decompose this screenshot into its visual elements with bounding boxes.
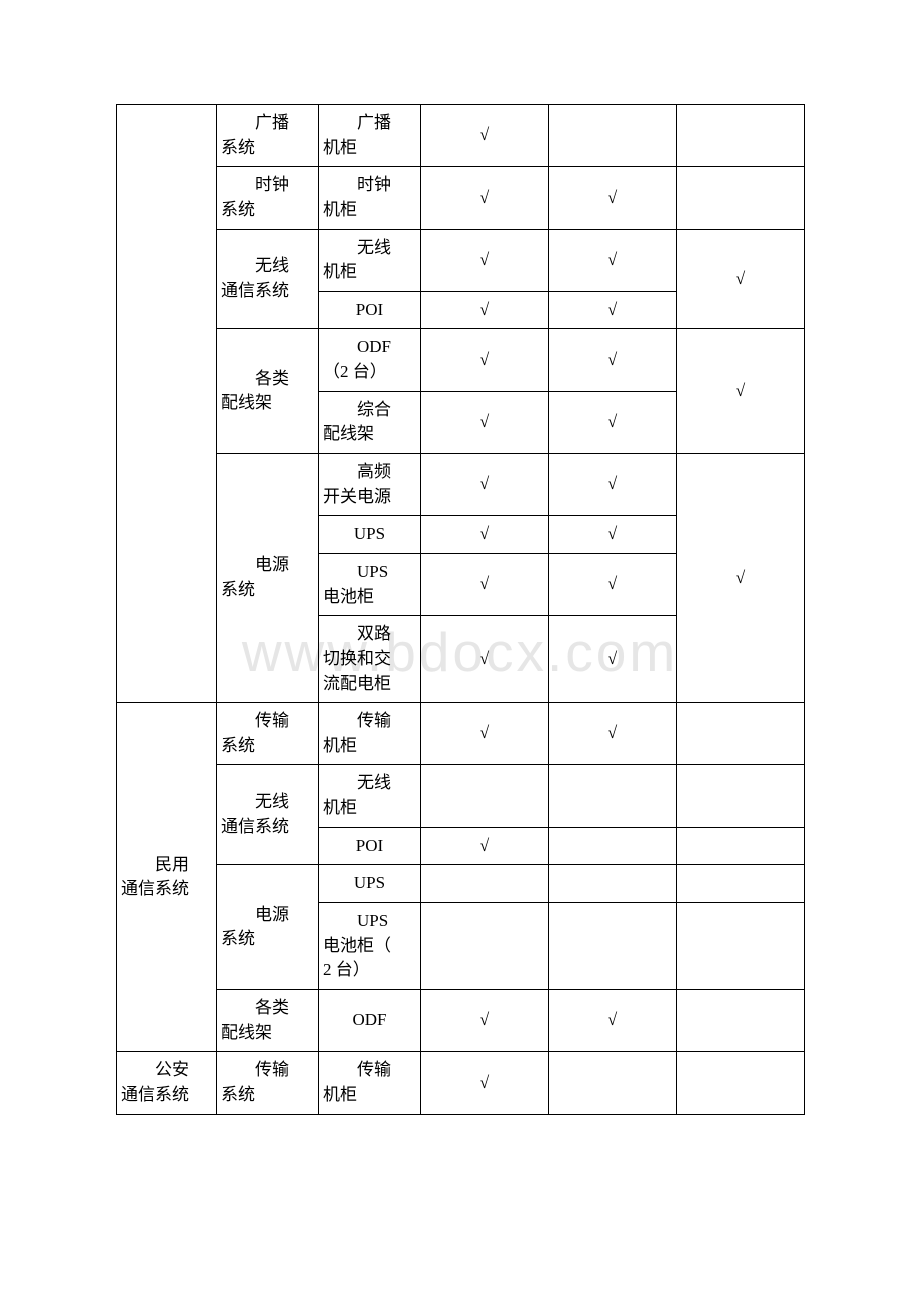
cell-equip: ODF <box>319 989 421 1051</box>
cell-system: 各类配线架 <box>217 989 319 1051</box>
group-c-label: 公安通信系统 <box>117 1052 217 1114</box>
group-a-label <box>117 105 217 703</box>
cell-equip: 双路切换和交流配电柜 <box>319 616 421 703</box>
group-b-label: 民用通信系统 <box>117 703 217 1052</box>
cell-equip: 高频开关电源 <box>319 454 421 516</box>
cell-system: 无线通信系统 <box>217 765 319 865</box>
cell-check <box>549 865 677 903</box>
cell-check: √ <box>677 454 805 703</box>
cell-check: √ <box>421 454 549 516</box>
cell-check: √ <box>677 329 805 454</box>
cell-system: 电源系统 <box>217 454 319 703</box>
cell-check <box>677 167 805 229</box>
cell-check: √ <box>549 391 677 453</box>
cell-check: √ <box>549 516 677 554</box>
cell-check: √ <box>549 329 677 391</box>
cell-equip: UPS <box>319 516 421 554</box>
cell-check <box>549 105 677 167</box>
cell-check <box>549 827 677 865</box>
table-row: 电源系统 UPS <box>117 865 805 903</box>
cell-check <box>677 703 805 765</box>
table-row: 无线通信系统 无线机柜 <box>117 765 805 827</box>
cell-check: √ <box>421 553 549 615</box>
cell-check: √ <box>677 229 805 329</box>
cell-check: √ <box>549 553 677 615</box>
cell-check: √ <box>549 291 677 329</box>
cell-equip: UPS <box>319 865 421 903</box>
cell-check <box>549 903 677 990</box>
cell-check: √ <box>421 229 549 291</box>
cell-equip: UPS电池柜（2 台） <box>319 903 421 990</box>
cell-system: 电源系统 <box>217 865 319 990</box>
cell-check: √ <box>421 167 549 229</box>
cell-system: 无线通信系统 <box>217 229 319 329</box>
cell-check: √ <box>549 616 677 703</box>
cell-check: √ <box>549 454 677 516</box>
table-row: 电源系统 高频开关电源 √ √ √ <box>117 454 805 516</box>
cell-equip: 无线机柜 <box>319 765 421 827</box>
cell-system: 传输系统 <box>217 703 319 765</box>
cell-equip: POI <box>319 291 421 329</box>
cell-check: √ <box>421 105 549 167</box>
cell-check <box>677 105 805 167</box>
cell-check <box>421 865 549 903</box>
cell-check <box>549 765 677 827</box>
cell-check: √ <box>421 391 549 453</box>
table-row: 公安通信系统 传输系统 传输机柜 √ <box>117 1052 805 1114</box>
cell-check: √ <box>421 616 549 703</box>
cell-equip: 传输机柜 <box>319 1052 421 1114</box>
cell-equip: 综合配线架 <box>319 391 421 453</box>
cell-check: √ <box>421 516 549 554</box>
cell-check: √ <box>549 167 677 229</box>
cell-system: 各类配线架 <box>217 329 319 454</box>
table-row: 无线通信系统 无线机柜 √ √ √ <box>117 229 805 291</box>
cell-check: √ <box>421 329 549 391</box>
table-row: 民用通信系统 传输系统 传输机柜 √ √ <box>117 703 805 765</box>
cell-check: √ <box>549 989 677 1051</box>
equipment-table: 广播系统 广播机柜 √ 时钟系统 时钟机柜 √ √ 无线通信系统 无线机柜 √ … <box>116 104 805 1115</box>
cell-check <box>677 827 805 865</box>
cell-check: √ <box>421 827 549 865</box>
cell-system: 时钟系统 <box>217 167 319 229</box>
cell-check <box>549 1052 677 1114</box>
cell-system: 广播系统 <box>217 105 319 167</box>
table-row: 时钟系统 时钟机柜 √ √ <box>117 167 805 229</box>
cell-check: √ <box>421 989 549 1051</box>
cell-check: √ <box>421 703 549 765</box>
cell-check: √ <box>549 229 677 291</box>
cell-equip: 广播机柜 <box>319 105 421 167</box>
table-row: 广播系统 广播机柜 √ <box>117 105 805 167</box>
cell-check <box>677 765 805 827</box>
cell-check <box>421 903 549 990</box>
cell-check: √ <box>549 703 677 765</box>
cell-check <box>677 865 805 903</box>
cell-check <box>677 1052 805 1114</box>
table-row: 各类配线架 ODF √ √ <box>117 989 805 1051</box>
cell-check: √ <box>421 291 549 329</box>
cell-equip: ODF（2 台） <box>319 329 421 391</box>
cell-equip: POI <box>319 827 421 865</box>
cell-equip: 时钟机柜 <box>319 167 421 229</box>
cell-equip: 无线机柜 <box>319 229 421 291</box>
cell-check <box>677 903 805 990</box>
cell-check: √ <box>421 1052 549 1114</box>
cell-check <box>677 989 805 1051</box>
table-row: 各类配线架 ODF（2 台） √ √ √ <box>117 329 805 391</box>
cell-system: 传输系统 <box>217 1052 319 1114</box>
cell-equip: 传输机柜 <box>319 703 421 765</box>
cell-check <box>421 765 549 827</box>
cell-equip: UPS电池柜 <box>319 553 421 615</box>
